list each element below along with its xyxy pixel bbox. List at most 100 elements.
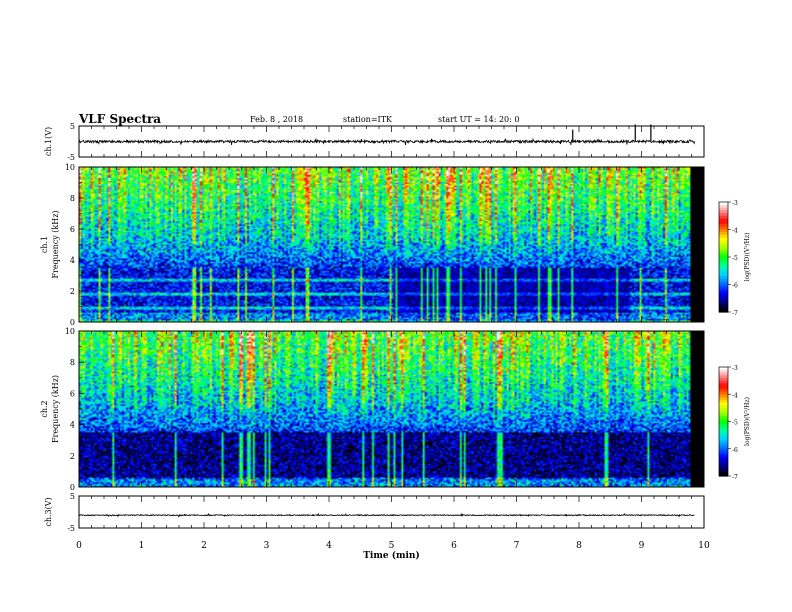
colorbar-swatch	[719, 369, 728, 374]
colorbar-swatch	[719, 372, 728, 376]
colorbar-swatch	[719, 235, 728, 239]
colorbar-swatch	[719, 257, 728, 261]
colorbar-swatch	[719, 440, 728, 444]
colorbar-swatch	[719, 443, 728, 447]
date-label: Feb. 8 , 2018	[250, 115, 304, 124]
colorbar-swatch	[719, 388, 728, 393]
y-tick-label: 8	[70, 194, 75, 203]
y-tick-label: 2	[70, 287, 75, 296]
station-label: station=ITK	[343, 115, 393, 124]
colorbar-swatch	[719, 262, 728, 266]
ch1-spectrogram-image	[79, 167, 704, 322]
x-tick-label: 7	[514, 541, 520, 551]
colorbar-swatch	[719, 383, 728, 387]
colorbar-swatch	[719, 424, 728, 428]
colorbar-tick-label: -6	[732, 283, 738, 290]
colorbar-swatch	[719, 309, 728, 313]
y-axis-label: ch.3(V)	[44, 497, 53, 526]
colorbar-tick-label: -7	[732, 310, 738, 317]
x-tick-label: 0	[76, 541, 82, 551]
colorbar-swatch	[719, 254, 728, 258]
x-tick-label: 10	[698, 541, 710, 551]
x-tick-label: 3	[264, 541, 270, 551]
y-tick-label: -5	[67, 524, 75, 533]
colorbar-tick-label: -3	[732, 365, 738, 372]
colorbar-swatch	[719, 213, 728, 217]
colorbar-swatch	[719, 413, 728, 417]
colorbar-swatch	[719, 279, 728, 283]
colorbar-tick-label: -3	[732, 200, 738, 207]
colorbar-tick-label: -4	[732, 228, 738, 235]
colorbar-swatch	[719, 421, 728, 425]
colorbar-swatch	[719, 224, 728, 228]
colorbar-swatch	[719, 467, 728, 472]
y-tick-label: 6	[70, 389, 75, 398]
colorbar-swatch	[719, 273, 728, 277]
colorbar-swatch	[719, 386, 728, 390]
colorbar-swatch	[719, 251, 728, 255]
colorbar-swatch	[719, 221, 728, 225]
colorbar-swatch	[719, 292, 728, 297]
y-tick-label: 10	[65, 327, 75, 336]
colorbar-swatch	[719, 454, 728, 458]
colorbar-swatch	[719, 432, 728, 436]
colorbar-swatch	[719, 268, 728, 272]
colorbar-tick-label: -5	[732, 255, 738, 262]
ch1-waveform-trace	[78, 137, 695, 146]
x-axis-label: Time (min)	[363, 550, 420, 561]
colorbar-swatch	[719, 418, 728, 423]
y-axis-label: ch.1(V)	[44, 127, 53, 156]
colorbar-label: log(PSD)(V²/Hz)	[744, 233, 751, 282]
colorbar-swatch	[719, 265, 728, 269]
colorbar-swatch	[719, 287, 728, 291]
colorbar-swatch	[719, 207, 728, 211]
colorbar-swatch	[719, 306, 728, 310]
colorbar-tick-label: -4	[732, 392, 738, 399]
x-tick-label: 5	[389, 541, 395, 551]
colorbar-swatch	[719, 303, 728, 308]
colorbar-swatch	[719, 456, 728, 461]
colorbar-swatch	[719, 243, 728, 247]
colorbar-swatch	[719, 465, 728, 469]
x-tick-label: 4	[326, 541, 332, 551]
colorbar-swatch	[719, 281, 728, 286]
x-tick-label: 8	[576, 541, 582, 551]
colorbar-swatch	[719, 435, 728, 439]
x-tick-label: 2	[201, 541, 207, 551]
colorbar-swatch	[719, 407, 728, 412]
colorbar-swatch	[719, 380, 728, 384]
colorbar-swatch	[719, 301, 728, 305]
colorbar-swatch	[719, 298, 728, 302]
colorbar-swatch	[719, 270, 728, 275]
colorbar-swatch	[719, 448, 728, 453]
colorbar-swatch	[719, 204, 728, 209]
ch3-waveform-trace	[78, 512, 695, 518]
colorbar-swatch	[719, 237, 728, 242]
colorbar-tick-label: -7	[732, 474, 738, 481]
colorbar-swatch	[719, 473, 728, 477]
y-tick-label: 4	[70, 256, 75, 265]
colorbar-swatch	[719, 410, 728, 414]
colorbar-swatch	[719, 246, 728, 250]
y-axis-label: Frequency (kHz)	[51, 375, 60, 443]
colorbar-swatch	[719, 202, 728, 206]
colorbar-swatch	[719, 290, 728, 294]
x-tick-label: 1	[139, 541, 145, 551]
colorbar-swatch	[719, 259, 728, 264]
y-tick-label: 0	[70, 318, 75, 327]
colorbar-swatch	[719, 391, 728, 395]
x-tick-label: 6	[451, 541, 457, 551]
colorbar-tick-label: -5	[732, 420, 738, 427]
y-axis-label: ch.2	[40, 400, 49, 417]
y-tick-label: 0	[70, 483, 75, 492]
y-tick-label: 2	[70, 452, 75, 461]
colorbar-swatch	[719, 375, 728, 379]
y-tick-label: 6	[70, 225, 75, 234]
colorbar-swatch	[719, 437, 728, 442]
y-tick-label: 5	[70, 492, 75, 501]
colorbar-tick-label: -6	[732, 447, 738, 454]
start-time-label: start UT = 14: 20: 0	[438, 115, 520, 124]
colorbar-swatch	[719, 426, 728, 431]
colorbar-swatch	[719, 215, 728, 220]
